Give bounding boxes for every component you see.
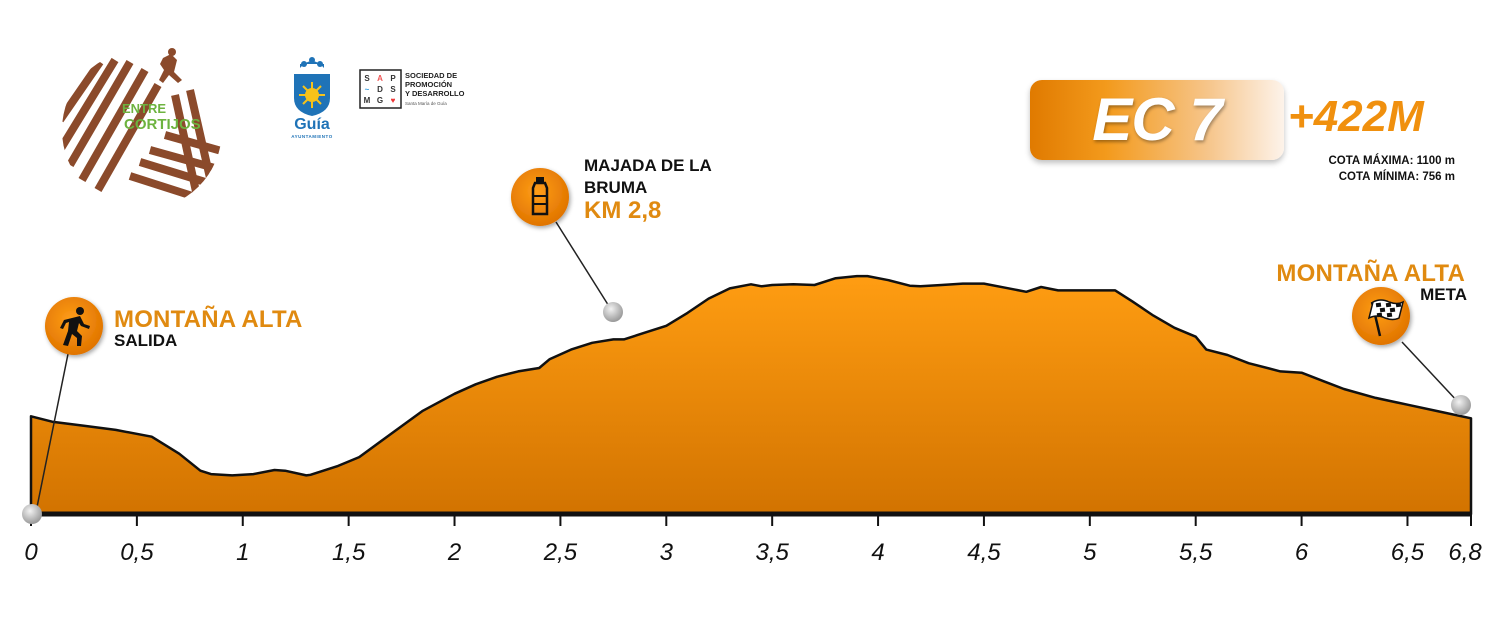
water-bottle-icon: [511, 168, 569, 226]
start-waypoint-sub: SALIDA: [114, 331, 178, 350]
finish-waypoint-sub: META: [1420, 285, 1467, 304]
x-tick-label: 6,5: [1391, 539, 1425, 566]
guia-shield-logo: [294, 57, 330, 116]
sdmg-line-3: Y DESARROLLO: [405, 89, 465, 98]
sdmg-line-2: PROMOCIÓN: [405, 80, 453, 89]
finish-point-marker: [1451, 395, 1471, 415]
aid-point-marker: [603, 302, 623, 322]
x-tick-label: 6,8: [1448, 539, 1482, 566]
sdmg-logo-small: Santa María de Guía: [405, 101, 447, 106]
sdmg-grid-letter: M: [364, 96, 371, 105]
sdmg-grid-letter: S: [364, 74, 370, 83]
finish-leader-line: [1401, 341, 1460, 404]
x-tick-label: 5: [1083, 539, 1097, 566]
stage-badge-background: [1030, 80, 1284, 160]
x-tick-label: 4: [871, 539, 884, 566]
cota-minima: COTA MÍNIMA: 756 m: [1338, 171, 1455, 183]
guia-logo-name: Guía: [294, 116, 330, 133]
x-tick-label: 1,5: [332, 539, 366, 566]
sdmg-logo-text: SOCIEDAD DE PROMOCIÓN Y DESARROLLO: [405, 71, 495, 98]
logo-word-cortijos: CORTIJOS: [124, 116, 201, 133]
x-tick-label: 1: [236, 539, 249, 566]
sdmg-logo: S A P ~ D S M G ♥: [359, 69, 402, 109]
sdmg-grid-letter: S: [390, 85, 396, 94]
x-axis-ticks: 0 0,5 1 1,5 2 2,5 3 3,5 4 4,5 5 5,5 6 6,5 6,8: [24, 514, 1482, 566]
x-tick-label: 0: [24, 539, 38, 566]
x-tick-label: 5,5: [1179, 539, 1213, 566]
aid-leader-line: [555, 221, 613, 312]
sdmg-grid-letter: P: [390, 74, 396, 83]
guia-logo-subtitle: AYUNTAMIENTO: [291, 134, 333, 139]
x-tick-label: 0,5: [120, 539, 154, 566]
sdmg-grid-letter: ♥: [391, 96, 396, 105]
aid-waypoint-km: KM 2,8: [584, 197, 662, 224]
start-point-marker: [22, 504, 42, 524]
x-tick-label: 2,5: [543, 539, 578, 566]
logo-word-entre: ENTRE: [122, 101, 166, 116]
x-tick-label: 6: [1295, 539, 1309, 566]
sdmg-grid-letter: G: [377, 96, 383, 105]
elevation-gain: +422M: [1288, 92, 1424, 141]
hiker-icon: [45, 297, 103, 355]
finish-waypoint-name: MONTAÑA ALTA: [1276, 260, 1465, 287]
start-leader-line: [35, 353, 69, 513]
x-tick-label: 4,5: [967, 539, 1001, 566]
x-tick-label: 3,5: [755, 539, 789, 566]
checkered-flag-icon: [1352, 287, 1410, 345]
sdmg-line-1: SOCIEDAD DE: [405, 71, 458, 80]
x-tick-label: 2: [447, 539, 461, 566]
x-tick-label: 3: [660, 539, 674, 566]
stage-badge-label: EC 7: [1092, 86, 1222, 153]
start-waypoint-name: MONTAÑA ALTA: [114, 306, 303, 333]
aid-waypoint-name-line2: BRUMA: [584, 178, 648, 197]
cota-maxima: COTA MÁXIMA: 1100 m: [1328, 155, 1455, 167]
elevation-area: [29, 274, 1473, 516]
aid-waypoint-name-line1: MAJADA DE LA: [584, 156, 712, 175]
entre-cortijos-logo: ENTRE CORTIJOS: [62, 48, 222, 210]
sdmg-grid-letter: A: [377, 74, 383, 83]
sdmg-grid-letter: D: [377, 85, 383, 94]
sdmg-grid-letter: ~: [365, 85, 370, 94]
